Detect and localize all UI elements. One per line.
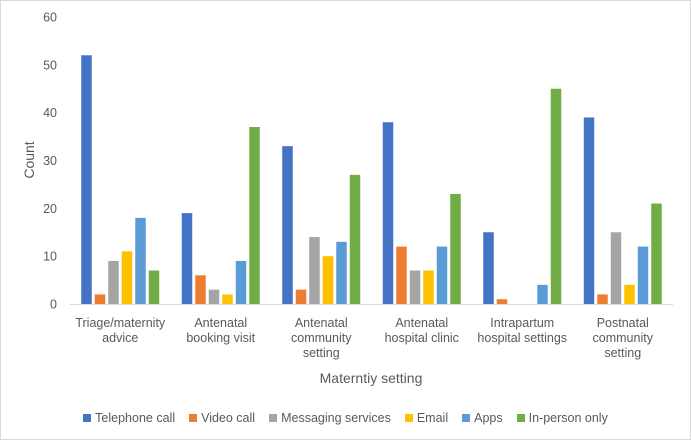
bar	[624, 284, 635, 304]
bar	[550, 88, 562, 304]
y-axis: 0 10 20 30 40 50 60	[43, 11, 57, 312]
bar	[81, 55, 92, 305]
bar	[208, 289, 220, 304]
x-axis-title: Materntiy setting	[320, 370, 423, 386]
bar	[436, 246, 448, 304]
legend-item: Messaging services	[269, 411, 391, 425]
bar	[423, 270, 434, 304]
x-tick-label: Postnatal community setting	[593, 316, 654, 360]
bar	[409, 270, 421, 304]
legend-label: Telephone call	[95, 411, 176, 425]
bar	[583, 117, 595, 304]
bar	[195, 275, 206, 304]
bar	[121, 251, 133, 304]
legend-item: Video call	[189, 411, 255, 425]
legend-swatch	[404, 414, 413, 422]
x-tick-label: Intrapartum hospital settings	[477, 316, 567, 345]
bar	[349, 174, 361, 304]
bar	[108, 260, 119, 304]
legend-label: Email	[416, 411, 449, 425]
legend-item: Email	[404, 411, 449, 425]
x-axis: Triage/maternity advice Antenatal booking v…	[75, 316, 653, 360]
legend-swatch	[83, 414, 92, 422]
bar	[651, 203, 662, 304]
legend-swatch	[462, 414, 471, 422]
bar	[483, 232, 494, 304]
bar	[336, 241, 347, 304]
bar	[309, 237, 320, 304]
y-tick-label: 50	[43, 58, 57, 72]
y-axis-title: Count	[21, 141, 37, 178]
bar	[450, 193, 461, 304]
legend-item: Apps	[462, 411, 503, 425]
x-tick-label: Antenatal booking visit	[186, 316, 255, 345]
legend-item: Telephone call	[83, 411, 175, 425]
bar	[249, 127, 260, 305]
bar	[637, 246, 649, 304]
x-tick-label: Antenatal community setting	[291, 316, 352, 360]
bar	[295, 289, 307, 304]
y-tick-label: 20	[43, 202, 57, 216]
bar	[322, 256, 334, 304]
legend-label: Apps	[474, 411, 503, 425]
bar	[135, 217, 146, 304]
bar	[235, 260, 247, 304]
bar	[94, 294, 106, 304]
bar	[396, 246, 407, 304]
bars	[81, 55, 662, 305]
y-tick-label: 10	[43, 250, 57, 264]
y-tick-label: 40	[43, 106, 57, 120]
legend-label: In-person only	[528, 411, 608, 425]
bar	[597, 294, 608, 304]
y-tick-label: 0	[50, 298, 57, 312]
bar	[222, 294, 233, 304]
legend-label: Video call	[201, 411, 256, 425]
y-tick-label: 30	[43, 154, 57, 168]
x-tick-label: Triage/maternity advice	[75, 316, 166, 345]
legend-item: In-person only	[516, 411, 608, 425]
bar	[148, 270, 160, 304]
y-tick-label: 60	[43, 11, 57, 25]
legend: Telephone call Video call Messaging servic…	[0, 408, 691, 428]
legend-swatch	[269, 414, 278, 422]
bar	[610, 232, 622, 304]
bar	[537, 284, 548, 304]
bar	[282, 146, 293, 304]
x-tick-label: Antenatal hospital clinic	[385, 316, 459, 345]
bar	[496, 299, 508, 304]
bar	[382, 122, 394, 304]
bar	[181, 213, 193, 304]
legend-swatch	[189, 414, 198, 422]
legend-label: Messaging services	[281, 411, 391, 425]
legend-swatch	[516, 414, 525, 422]
